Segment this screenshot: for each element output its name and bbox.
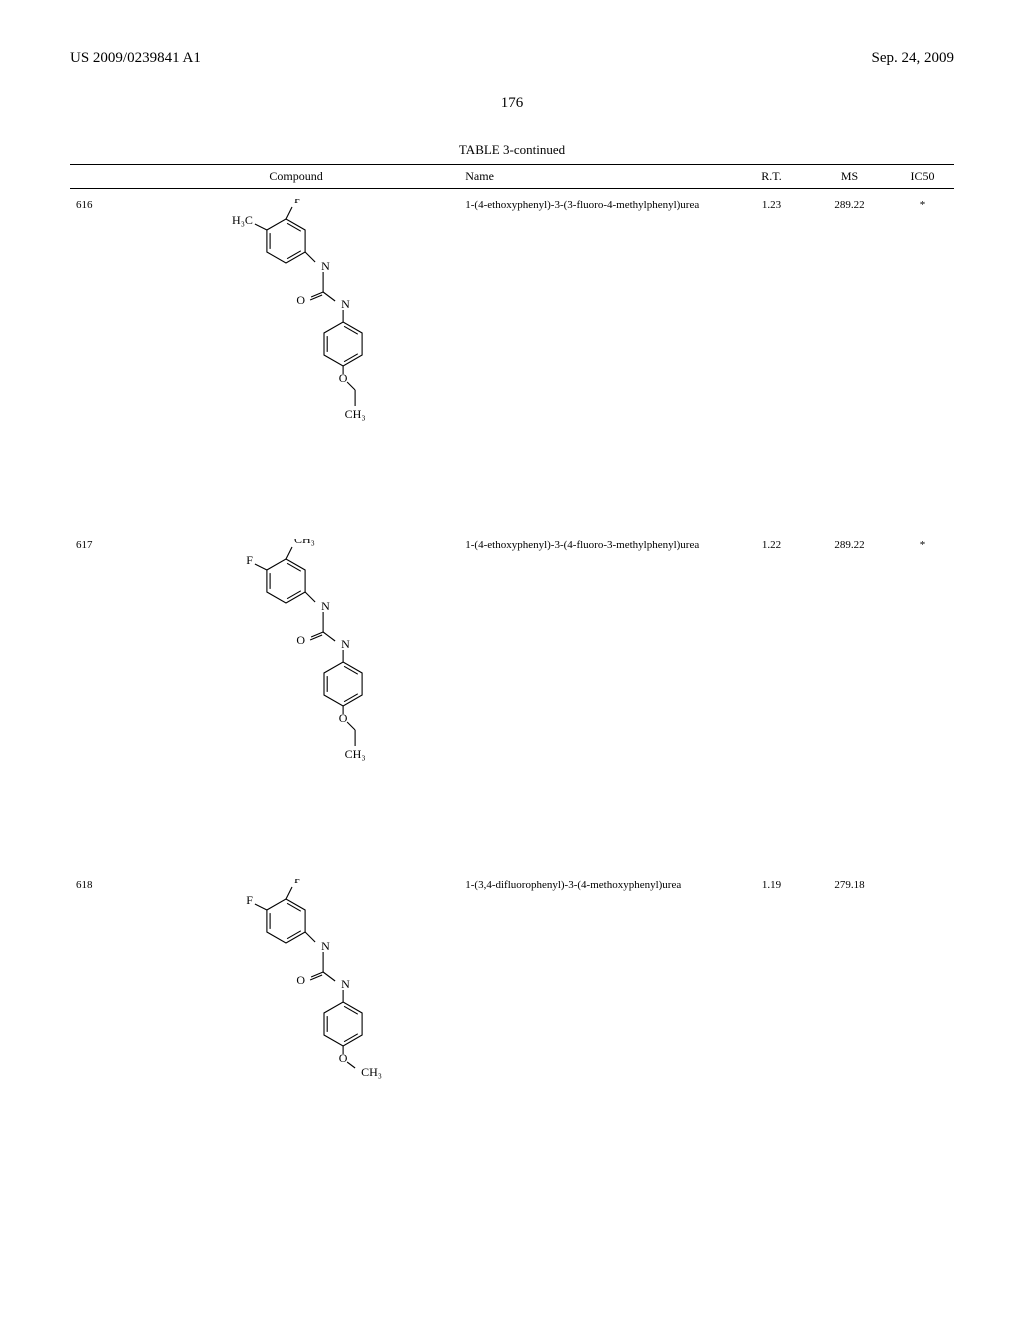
compound-name: 1-(4-ethoxyphenyl)-3-(3-fluoro-4-methylp… (459, 189, 735, 530)
row-id: 617 (70, 529, 133, 869)
svg-text:O: O (339, 711, 348, 725)
col-header-rt: R.T. (735, 165, 808, 189)
compound-structure: F H₃C N O N O CH₃ (133, 189, 459, 530)
svg-text:O: O (339, 1051, 348, 1065)
svg-text:CH₃: CH₃ (361, 1065, 382, 1079)
row-id: 616 (70, 189, 133, 530)
compound-structure: F F N O N O CH₃ (133, 869, 459, 1209)
col-header-compound: Compound (133, 165, 459, 189)
col-header-name: Name (459, 165, 735, 189)
table-row: 616 F H₃C N O N O CH₃ 1-(4-ethoxyphenyl)-3-(3-… (70, 189, 954, 530)
svg-text:N: N (321, 259, 330, 273)
rt-value: 1.23 (735, 189, 808, 530)
compound-name: 1-(3,4-difluorophenyl)-3-(4-methoxypheny… (459, 869, 735, 1209)
col-header-ms: MS (808, 165, 891, 189)
ms-value: 279.18 (808, 869, 891, 1209)
compound-structure: CH₃ F N O N O CH₃ (133, 529, 459, 869)
rt-value: 1.19 (735, 869, 808, 1209)
svg-text:F: F (246, 553, 253, 567)
svg-text:F: F (294, 199, 301, 206)
rt-value: 1.22 (735, 529, 808, 869)
svg-text:N: N (341, 637, 350, 651)
svg-text:O: O (339, 371, 348, 385)
ms-value: 289.22 (808, 189, 891, 530)
svg-text:F: F (246, 893, 253, 907)
page-number: 176 (70, 95, 954, 112)
svg-text:N: N (341, 297, 350, 311)
row-id: 618 (70, 869, 133, 1209)
table-row: 618 F F N O N O CH₃ 1-(3,4-difluorophenyl)-3-(… (70, 869, 954, 1209)
doc-id: US 2009/0239841 A1 (70, 50, 201, 67)
compound-name: 1-(4-ethoxyphenyl)-3-(4-fluoro-3-methylp… (459, 529, 735, 869)
svg-text:H₃C: H₃C (232, 213, 253, 227)
svg-text:F: F (294, 879, 301, 886)
table-row: 617 CH₃ F N O N O CH₃ 1-(4-ethoxyphenyl)-3-(4-… (70, 529, 954, 869)
doc-date: Sep. 24, 2009 (872, 50, 955, 67)
svg-text:N: N (341, 977, 350, 991)
ms-value: 289.22 (808, 529, 891, 869)
ic50-value: * (891, 189, 954, 530)
svg-text:O: O (296, 633, 305, 647)
table-title: TABLE 3-continued (70, 142, 954, 158)
ic50-value: * (891, 529, 954, 869)
svg-text:CH₃: CH₃ (345, 747, 366, 761)
col-header-id (70, 165, 133, 189)
compound-table: Compound Name R.T. MS IC50 616 FH₃CNONOC… (70, 164, 954, 1209)
ic50-value (891, 869, 954, 1209)
svg-text:CH₃: CH₃ (345, 407, 366, 421)
svg-text:O: O (296, 293, 305, 307)
svg-text:N: N (321, 599, 330, 613)
svg-text:N: N (321, 939, 330, 953)
svg-text:CH₃: CH₃ (294, 539, 315, 546)
svg-text:O: O (296, 973, 305, 987)
col-header-ic50: IC50 (891, 165, 954, 189)
